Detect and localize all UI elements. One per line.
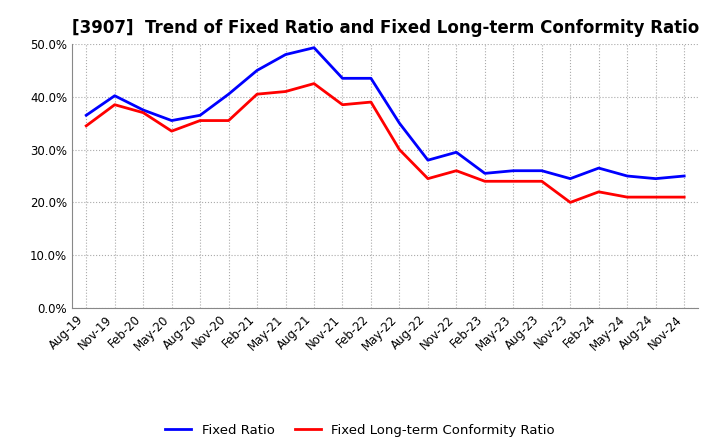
Fixed Long-term Conformity Ratio <box>82 123 91 128</box>
Fixed Ratio <box>253 68 261 73</box>
Fixed Long-term Conformity Ratio <box>253 92 261 97</box>
Fixed Ratio <box>623 173 631 179</box>
Fixed Long-term Conformity Ratio <box>595 189 603 194</box>
Line: Fixed Long-term Conformity Ratio: Fixed Long-term Conformity Ratio <box>86 84 684 202</box>
Fixed Long-term Conformity Ratio <box>452 168 461 173</box>
Fixed Long-term Conformity Ratio <box>509 179 518 184</box>
Fixed Ratio <box>196 113 204 118</box>
Fixed Ratio <box>480 171 489 176</box>
Title: [3907]  Trend of Fixed Ratio and Fixed Long-term Conformity Ratio: [3907] Trend of Fixed Ratio and Fixed Lo… <box>71 19 699 37</box>
Fixed Ratio <box>338 76 347 81</box>
Legend: Fixed Ratio, Fixed Long-term Conformity Ratio: Fixed Ratio, Fixed Long-term Conformity … <box>160 418 560 440</box>
Fixed Ratio <box>423 158 432 163</box>
Fixed Ratio <box>452 150 461 155</box>
Fixed Ratio <box>82 113 91 118</box>
Fixed Ratio <box>509 168 518 173</box>
Fixed Long-term Conformity Ratio <box>566 200 575 205</box>
Fixed Long-term Conformity Ratio <box>537 179 546 184</box>
Fixed Long-term Conformity Ratio <box>623 194 631 200</box>
Fixed Ratio <box>395 121 404 126</box>
Fixed Long-term Conformity Ratio <box>680 194 688 200</box>
Line: Fixed Ratio: Fixed Ratio <box>86 48 684 179</box>
Fixed Long-term Conformity Ratio <box>366 99 375 105</box>
Fixed Ratio <box>595 165 603 171</box>
Fixed Long-term Conformity Ratio <box>310 81 318 86</box>
Fixed Long-term Conformity Ratio <box>282 89 290 94</box>
Fixed Ratio <box>167 118 176 123</box>
Fixed Ratio <box>680 173 688 179</box>
Fixed Ratio <box>110 93 119 99</box>
Fixed Long-term Conformity Ratio <box>338 102 347 107</box>
Fixed Long-term Conformity Ratio <box>196 118 204 123</box>
Fixed Ratio <box>566 176 575 181</box>
Fixed Long-term Conformity Ratio <box>110 102 119 107</box>
Fixed Ratio <box>366 76 375 81</box>
Fixed Ratio <box>310 45 318 50</box>
Fixed Ratio <box>537 168 546 173</box>
Fixed Ratio <box>225 92 233 97</box>
Fixed Long-term Conformity Ratio <box>395 147 404 152</box>
Fixed Ratio <box>282 52 290 57</box>
Fixed Long-term Conformity Ratio <box>652 194 660 200</box>
Fixed Ratio <box>139 107 148 113</box>
Fixed Long-term Conformity Ratio <box>167 128 176 134</box>
Fixed Long-term Conformity Ratio <box>423 176 432 181</box>
Fixed Ratio <box>652 176 660 181</box>
Fixed Long-term Conformity Ratio <box>480 179 489 184</box>
Fixed Long-term Conformity Ratio <box>225 118 233 123</box>
Fixed Long-term Conformity Ratio <box>139 110 148 115</box>
